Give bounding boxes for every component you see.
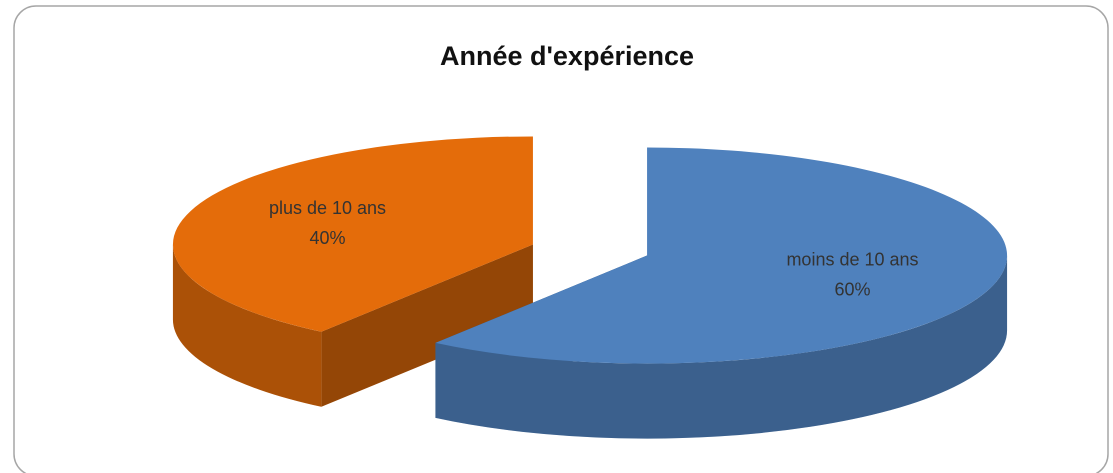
chart-title: Année d'expérience — [440, 41, 694, 71]
data-label-value: 40% — [309, 228, 345, 248]
slice-side — [435, 255, 1008, 439]
pie-slice — [435, 147, 1008, 364]
slice-side — [172, 244, 322, 407]
data-label-category: moins de 10 ans — [786, 249, 918, 269]
data-label-category: plus de 10 ans — [269, 198, 386, 218]
slice-shade — [172, 244, 322, 407]
slice-side — [321, 244, 533, 407]
pie-slice — [172, 136, 533, 332]
data-label-value: 60% — [834, 279, 870, 299]
slice-shade — [321, 244, 533, 407]
slice-shade — [435, 255, 1008, 439]
plot: plus de 10 ans 40% moins de 10 ans 60% — [172, 136, 1008, 439]
